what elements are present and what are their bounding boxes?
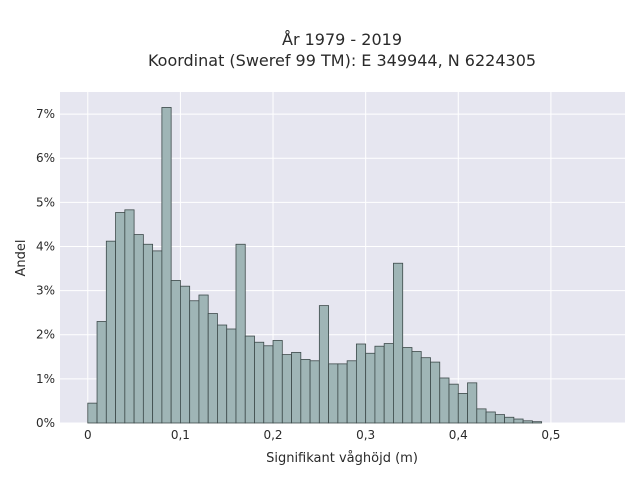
- histogram-bar: [457, 393, 468, 424]
- histogram-bar: [133, 234, 144, 424]
- histogram-bar: [420, 357, 431, 424]
- histogram-bar: [263, 345, 274, 424]
- y-tick-label: 1%: [36, 372, 55, 386]
- histogram-bar: [531, 421, 543, 424]
- histogram-bar: [254, 341, 265, 424]
- histogram-bar: [513, 418, 524, 424]
- bars-group: [87, 107, 543, 424]
- histogram-bar: [328, 363, 339, 424]
- histogram-bar: [281, 354, 292, 424]
- histogram-bar: [522, 420, 533, 424]
- histogram-bar: [291, 351, 302, 424]
- histogram-bar: [365, 352, 376, 424]
- y-tick-label: 6%: [36, 151, 55, 165]
- histogram-bar: [161, 107, 172, 424]
- histogram-bar: [476, 408, 487, 424]
- histogram-bar: [87, 402, 98, 424]
- histogram-bar: [96, 321, 107, 424]
- x-tick-label: 0,1: [171, 428, 190, 442]
- histogram-bar: [346, 360, 357, 424]
- histogram-bar: [105, 240, 116, 424]
- histogram-bar: [309, 360, 320, 424]
- histogram-bar: [170, 280, 181, 424]
- histogram-bar: [467, 382, 478, 424]
- histogram-bar: [318, 305, 330, 424]
- histogram-bar: [226, 328, 237, 424]
- histogram-bar: [402, 347, 413, 424]
- histogram-bar: [207, 313, 218, 424]
- y-tick-label: 2%: [36, 328, 55, 342]
- histogram-bar: [411, 351, 422, 424]
- histogram-bar: [180, 285, 191, 424]
- histogram-bar: [374, 345, 385, 424]
- histogram-bar: [383, 343, 394, 424]
- histogram-bar: [504, 416, 515, 424]
- histogram-bar: [124, 209, 135, 424]
- x-axis-ticks: 0 0,1 0,2 0,3 0,4 0,5: [84, 428, 560, 442]
- y-tick-label: 7%: [36, 107, 55, 121]
- histogram-bar: [189, 300, 200, 424]
- chart-subtitle: Koordinat (Sweref 99 TM): E 349944, N 62…: [148, 51, 536, 70]
- histogram-bar: [198, 294, 209, 424]
- chart-title: År 1979 - 2019: [282, 30, 402, 49]
- histogram-bar: [272, 340, 283, 424]
- y-tick-label: 4%: [36, 239, 55, 253]
- y-tick-label: 0%: [36, 416, 55, 430]
- histogram-bar: [244, 335, 255, 424]
- x-tick-label: 0,3: [356, 428, 375, 442]
- histogram-bar: [337, 363, 348, 424]
- histogram-bar: [152, 250, 163, 424]
- histogram-bar: [485, 411, 496, 424]
- x-tick-label: 0: [84, 428, 92, 442]
- histogram-bar: [494, 414, 505, 424]
- histogram-bar: [235, 243, 246, 424]
- histogram-bar: [115, 212, 126, 424]
- y-tick-label: 3%: [36, 284, 55, 298]
- histogram-bar: [448, 383, 459, 424]
- x-tick-label: 0,5: [541, 428, 560, 442]
- histogram-bar: [217, 324, 228, 424]
- histogram-bar: [430, 361, 441, 424]
- y-axis-label: Andel: [14, 240, 29, 277]
- x-axis-label: Signifikant våghöjd (m): [266, 451, 418, 466]
- y-tick-label: 5%: [36, 195, 55, 209]
- x-tick-label: 0,4: [449, 428, 468, 442]
- histogram-bar: [439, 377, 450, 424]
- y-axis-ticks: 0% 1% 2% 3% 4% 5% 6% 7%: [36, 107, 55, 430]
- x-tick-label: 0,2: [263, 428, 282, 442]
- histogram-bar: [300, 359, 311, 424]
- histogram-bar: [355, 343, 367, 424]
- histogram-bar: [393, 262, 404, 424]
- histogram-bar: [142, 243, 154, 424]
